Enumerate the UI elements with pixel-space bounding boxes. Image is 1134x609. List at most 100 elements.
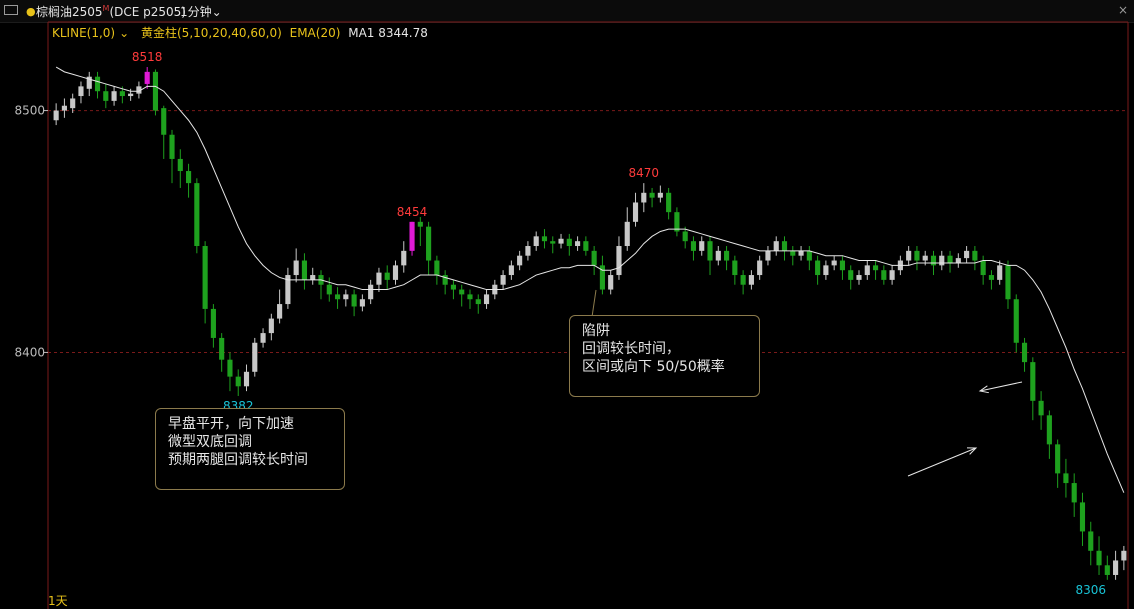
- candle-body: [103, 91, 109, 101]
- candle-body: [483, 294, 490, 305]
- window-button-icon[interactable]: [4, 5, 18, 15]
- candle-body: [980, 260, 986, 276]
- candle-body: [136, 86, 142, 94]
- candle-body: [1013, 299, 1019, 343]
- instrument-title[interactable]: 棕榈油2505M(DCE p2505): [36, 3, 186, 20]
- period-selector[interactable]: 1分钟⌄: [180, 3, 222, 20]
- instrument-name: 棕榈油2505: [36, 5, 103, 19]
- arrow-icon-head: [966, 447, 978, 455]
- legend-ma1[interactable]: MA1 8344.78: [348, 26, 428, 40]
- legend-kline[interactable]: KLINE(1,0) ⌄: [52, 26, 130, 40]
- candle-body: [1088, 531, 1094, 551]
- candle-body: [591, 250, 597, 266]
- candle-body: [541, 236, 548, 242]
- candle-body: [293, 260, 299, 276]
- candle-body: [61, 105, 67, 111]
- candle-body: [500, 275, 506, 285]
- candle-body: [666, 192, 672, 213]
- candle-body: [839, 260, 846, 271]
- candle-body: [343, 294, 349, 300]
- candle-body: [947, 255, 953, 263]
- candle-body: [450, 284, 456, 290]
- candle-body: [566, 238, 572, 247]
- candle-body: [699, 241, 705, 251]
- chevron-down-icon: ⌄: [211, 5, 222, 19]
- candle-body: [508, 265, 514, 276]
- indicator-legend: KLINE(1,0) ⌄ 黄金柱(5,10,20,40,60,0) EMA(20)…: [52, 24, 432, 41]
- candle-body: [939, 255, 945, 266]
- candle-body: [202, 246, 208, 309]
- candle-body: [186, 171, 192, 184]
- candle-body: [119, 91, 125, 97]
- candle-body: [243, 371, 250, 387]
- candle-body: [1063, 473, 1069, 484]
- candle-body: [53, 110, 59, 121]
- candle-body: [376, 272, 382, 285]
- candle-body: [94, 76, 101, 92]
- annotation-line: 早盘平开，向下加速: [168, 416, 294, 432]
- candle-body: [475, 299, 481, 305]
- candle-body: [641, 192, 647, 203]
- candle-body: [161, 108, 167, 135]
- candle-body: [368, 284, 374, 300]
- arrow-icon: [979, 381, 1023, 392]
- annotation-line: 区间或向下 50/50概率: [582, 359, 725, 375]
- candle-body: [674, 212, 680, 232]
- candle-body: [533, 236, 539, 247]
- candle-body: [144, 71, 150, 84]
- y-tick-label: 8500: [14, 104, 45, 118]
- y-tick-label: 8400: [14, 345, 45, 359]
- candle-body: [78, 86, 84, 97]
- candle-body: [194, 183, 200, 247]
- candle-body: [227, 359, 233, 377]
- candle-body: [881, 270, 887, 280]
- candle-body: [748, 275, 754, 285]
- candle-body: [1005, 265, 1011, 300]
- candle-body: [351, 294, 357, 307]
- candle-body: [632, 202, 639, 222]
- period-label: 1分钟: [180, 5, 212, 19]
- candle-body: [334, 294, 341, 300]
- candle-body: [1055, 444, 1061, 474]
- legend-golden[interactable]: 黄金柱(5,10,20,40,60,0): [141, 26, 282, 40]
- candle-body: [301, 260, 308, 280]
- candle-body: [690, 241, 697, 251]
- arrow-icon-head: [978, 385, 989, 394]
- candle-body: [310, 275, 316, 280]
- candle-body: [285, 275, 291, 305]
- candle-body: [964, 250, 970, 259]
- candle-body: [972, 250, 978, 261]
- candle-body: [392, 265, 399, 280]
- candle-body: [384, 272, 390, 280]
- candle-body: [177, 158, 183, 172]
- candle-body: [599, 265, 605, 290]
- candle-body: [864, 265, 870, 276]
- annotation-box-1: 早盘平开，向下加速 微型双底回调 预期两腿回调较长时间: [155, 408, 345, 490]
- annotation-line: 陷阱: [582, 323, 610, 339]
- candle-body: [757, 260, 763, 276]
- candle-body: [856, 275, 862, 280]
- candle-body: [442, 275, 448, 285]
- high-price-label: 8454: [397, 205, 428, 219]
- annotation-line: 微型双底回调: [168, 434, 252, 450]
- candle-body: [707, 241, 713, 261]
- candle-body: [1046, 415, 1052, 445]
- candle-body: [930, 255, 937, 266]
- candle-body: [550, 241, 556, 244]
- candle-body: [417, 221, 423, 227]
- candle-body: [682, 231, 688, 242]
- candle-body: [889, 270, 895, 280]
- legend-ema[interactable]: EMA(20): [289, 26, 341, 40]
- ema-line: [55, 66, 1125, 493]
- candle-body: [235, 376, 241, 387]
- close-icon[interactable]: ×: [1117, 3, 1128, 17]
- candle-body: [848, 270, 854, 280]
- candle-body: [359, 299, 365, 307]
- candle-body: [997, 265, 1003, 280]
- chevron-down-icon: ⌄: [119, 26, 130, 40]
- candle-body: [823, 265, 829, 276]
- annotation-box-2: 陷阱 回调较长时间， 区间或向下 50/50概率: [569, 315, 760, 397]
- candle-body: [806, 250, 812, 261]
- annotation-pointer: [591, 289, 597, 318]
